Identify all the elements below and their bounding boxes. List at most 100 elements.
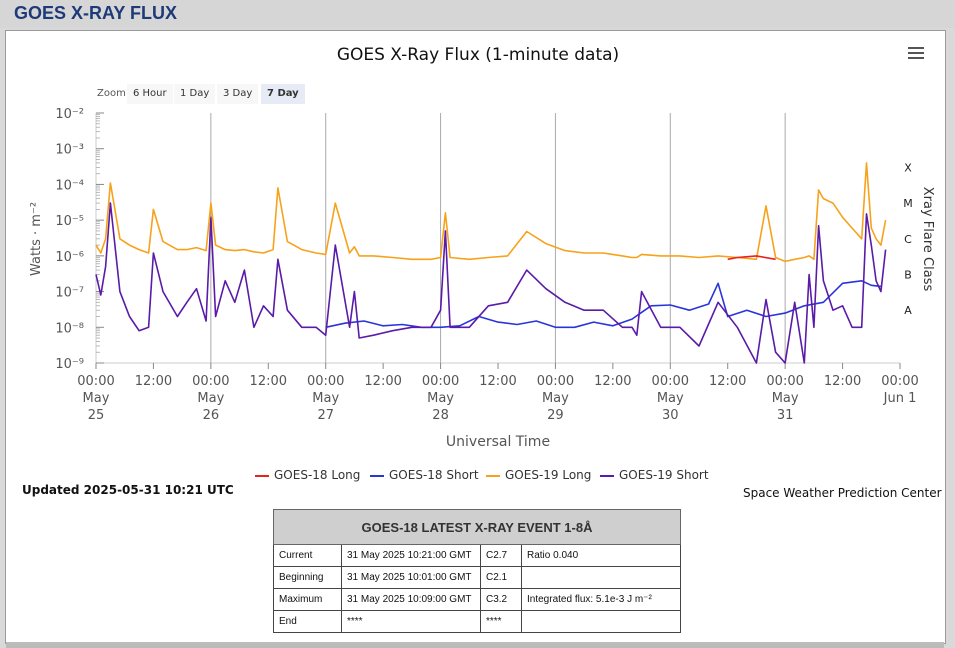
- row-note: [521, 610, 681, 633]
- y-tick-label: 10⁻⁷: [55, 286, 84, 301]
- xray-flux-chart: GOES X-Ray Flux (1-minute data) 10⁻² 10⁻³…: [29, 45, 935, 450]
- event-table-title: GOES-18 LATEST X-RAY EVENT 1-8Å: [273, 509, 681, 545]
- x-date-label: May: [83, 391, 110, 406]
- x-date-label: Jun 1: [883, 391, 917, 406]
- y-tick-label: 10⁻⁴: [55, 178, 84, 193]
- xray-event-table: GOES-18 LATEST X-RAY EVENT 1-8Å Current …: [273, 509, 681, 633]
- x-date-label: May: [657, 391, 684, 406]
- legend-swatch: [255, 474, 269, 477]
- x-date-label: 31: [777, 408, 794, 423]
- y-tick-label: 10⁻⁹: [55, 357, 84, 372]
- series-line-goes-18-long: [727, 255, 776, 261]
- row-note: Integrated flux: 5.1e-3 J m⁻²: [521, 588, 681, 611]
- y-tick-label: 10⁻³: [55, 143, 84, 158]
- x-date-label: 27: [317, 408, 334, 423]
- flare-class-label: B: [904, 269, 912, 282]
- y-tick-label: 10⁻⁸: [55, 321, 84, 336]
- zoom-1-day-button[interactable]: 1 Day: [174, 84, 216, 104]
- x-tick-label: 00:00: [537, 374, 574, 389]
- x-tick-label: 12:00: [479, 374, 516, 389]
- legend-label: GOES-19 Long: [505, 468, 592, 482]
- page-title: GOES X-RAY FLUX: [14, 3, 178, 23]
- zoom-label: Zoom: [97, 88, 126, 99]
- x-date-label: May: [542, 391, 569, 406]
- legend-swatch: [370, 474, 384, 477]
- x-tick-label: 00:00: [307, 374, 344, 389]
- table-row: End **** ****: [273, 610, 681, 633]
- row-time: 31 May 2025 10:21:00 GMT: [341, 544, 481, 567]
- credit-text: Space Weather Prediction Center: [743, 486, 942, 500]
- row-time: ****: [341, 610, 481, 633]
- legend-label: GOES-18 Short: [389, 468, 479, 482]
- menu-bar: [908, 52, 924, 54]
- row-class: C2.7: [480, 544, 522, 567]
- y-tick-label: 10⁻⁵: [55, 214, 84, 229]
- flare-class-label: X: [904, 161, 912, 174]
- legend-goes18-long[interactable]: GOES-18 Long: [255, 468, 360, 482]
- row-label: Maximum: [273, 588, 342, 611]
- row-class: C2.1: [480, 566, 522, 589]
- zoom-6-hour-button[interactable]: 6 Hour: [127, 84, 173, 104]
- y-axis-label: Watts · m⁻²: [29, 202, 44, 276]
- x-tick-label: 00:00: [766, 374, 803, 389]
- x-tick-label: 00:00: [652, 374, 689, 389]
- x-date-label: 28: [432, 408, 449, 423]
- series-line-goes-19-long: [95, 162, 887, 263]
- x-axis-label: Universal Time: [446, 434, 550, 450]
- x-date-label: May: [197, 391, 224, 406]
- zoom-7-day-button[interactable]: 7 Day: [261, 84, 305, 104]
- zoom-3-day-button[interactable]: 3 Day: [217, 84, 259, 104]
- table-row: Current 31 May 2025 10:21:00 GMT C2.7 Ra…: [273, 544, 681, 567]
- chart-series: [95, 162, 887, 364]
- x-tick-label: 12:00: [364, 374, 401, 389]
- row-class: ****: [480, 610, 522, 633]
- x-date-label: May: [427, 391, 454, 406]
- row-time: 31 May 2025 10:09:00 GMT: [341, 588, 481, 611]
- x-tick-label: 12:00: [709, 374, 746, 389]
- x-date-label: May: [772, 391, 799, 406]
- x-tick-label: 00:00: [881, 374, 918, 389]
- header-bar: GOES X-RAY FLUX: [0, 0, 955, 28]
- event-table-header-row: GOES-18 LATEST X-RAY EVENT 1-8Å: [273, 509, 681, 545]
- x-tick-label: 12:00: [250, 374, 287, 389]
- x-date-label: May: [312, 391, 339, 406]
- legend-label: GOES-19 Short: [619, 468, 709, 482]
- legend-label: GOES-18 Long: [274, 468, 361, 482]
- row-time: 31 May 2025 10:01:00 GMT: [341, 566, 481, 589]
- row-label: Current: [273, 544, 342, 567]
- series-line-goes-19-short: [95, 202, 887, 364]
- y-tick-label: 10⁻²: [55, 107, 84, 122]
- x-date-label: 30: [662, 408, 679, 423]
- x-tick-label: 12:00: [594, 374, 631, 389]
- x-date-label: 29: [547, 408, 564, 423]
- x-date-label: 26: [203, 408, 220, 423]
- legend-swatch: [486, 474, 500, 477]
- legend-goes18-short[interactable]: GOES-18 Short: [370, 468, 479, 482]
- table-row: Beginning 31 May 2025 10:01:00 GMT C2.1: [273, 566, 681, 589]
- table-row: Maximum 31 May 2025 10:09:00 GMT C3.2 In…: [273, 588, 681, 611]
- x-tick-label: 00:00: [192, 374, 229, 389]
- row-class: C3.2: [480, 588, 522, 611]
- updated-timestamp: Updated 2025-05-31 10:21 UTC: [22, 483, 234, 497]
- chart-axes: 10⁻² 10⁻³ 10⁻⁴ 10⁻⁵ 10⁻⁶ 10⁻⁷ 10⁻⁸ 10⁻⁹ X M C B A 00:…: [55, 107, 918, 423]
- row-note: Ratio 0.040: [521, 544, 681, 567]
- x-tick-label: 12:00: [135, 374, 172, 389]
- menu-bar: [908, 57, 924, 59]
- horizontal-scrollbar[interactable]: [6, 642, 944, 648]
- row-label: End: [273, 610, 342, 633]
- chart-menu-button[interactable]: [904, 44, 928, 66]
- menu-bar: [908, 47, 924, 49]
- flare-class-label: M: [903, 197, 913, 210]
- row-label: Beginning: [273, 566, 342, 589]
- legend-goes19-long[interactable]: GOES-19 Long: [486, 468, 591, 482]
- flare-class-label: A: [904, 304, 912, 317]
- flare-class-label: C: [904, 233, 912, 246]
- x-tick-label: 00:00: [422, 374, 459, 389]
- chart-grid: [95, 113, 900, 364]
- y2-axis-label: Xray Flare Class: [920, 187, 935, 292]
- legend-swatch: [600, 474, 614, 477]
- legend-goes19-short[interactable]: GOES-19 Short: [600, 468, 709, 482]
- chart-title: GOES X-Ray Flux (1-minute data): [337, 45, 619, 65]
- x-tick-label: 00:00: [77, 374, 114, 389]
- row-note: [521, 566, 681, 589]
